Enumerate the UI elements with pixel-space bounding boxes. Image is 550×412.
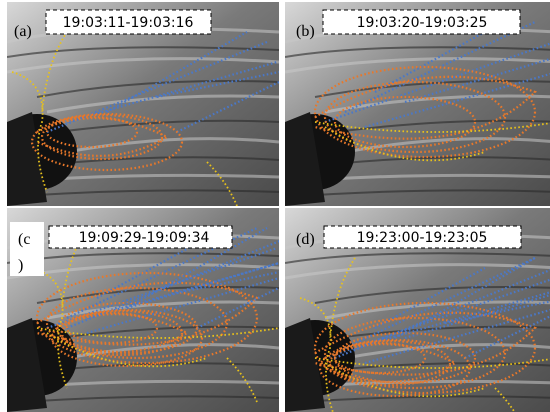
time-range: 19:09:29-19:09:34 xyxy=(79,230,210,246)
panel-d: (d) 19:23:00-19:23:05 xyxy=(275,208,550,412)
time-range: 19:03:20-19:03:25 xyxy=(357,15,488,31)
panel-label: (c xyxy=(18,231,30,248)
time-range: 19:23:00-19:23:05 xyxy=(357,230,488,246)
panel-a: (a) 19:03:11-19:03:16 xyxy=(0,2,279,206)
panel-c: (c ) 19:09:29-19:09:34 xyxy=(0,208,299,412)
panel-label: (a) xyxy=(14,23,32,40)
panel-b: (b) 19:03:20-19:03:25 xyxy=(275,2,550,206)
panel-label: ) xyxy=(18,257,23,274)
time-range: 19:03:11-19:03:16 xyxy=(63,15,194,31)
panel-label: (d) xyxy=(296,231,315,248)
figure: (a) 19:03:11-19:03:16 (b) 19:03:20-19:03… xyxy=(0,0,550,412)
panel-label: (b) xyxy=(296,23,315,40)
